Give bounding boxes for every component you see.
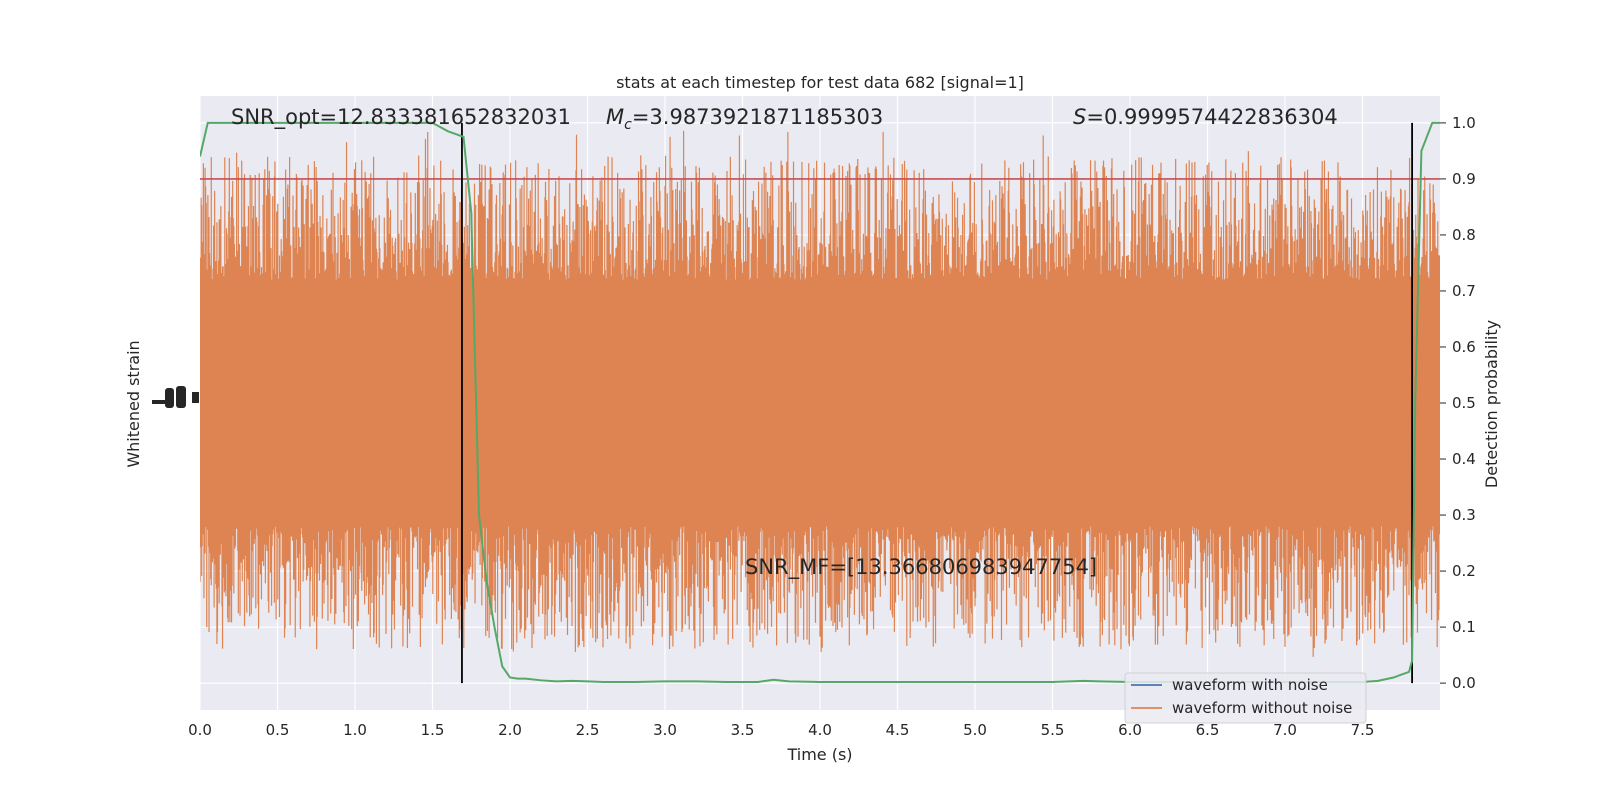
x-tick-label: 2.0 (498, 721, 522, 739)
x-tick-label: 2.5 (576, 721, 600, 739)
x-tick-label: 7.5 (1351, 721, 1375, 739)
x-tick-label: 0.5 (266, 721, 290, 739)
y-tick-label: 0.9 (1452, 170, 1476, 188)
x-tick-label: 1.5 (421, 721, 445, 739)
legend-label-without-noise: waveform without noise (1172, 699, 1352, 717)
y-tick-label: 0.8 (1452, 226, 1476, 244)
x-tick-label: 0.0 (188, 721, 212, 739)
y-tick-label: 0.1 (1452, 618, 1476, 636)
annotation-snr-opt: SNR_opt=12.833381652832031 (231, 105, 571, 130)
x-tick-label: 7.0 (1273, 721, 1297, 739)
x-tick-label: 5.5 (1041, 721, 1065, 739)
annotation-snr-mf: SNR_MF=[13.366806983947754] (745, 555, 1097, 580)
annotation-chirp-mass: Mc=3.9873921871185303 (606, 105, 883, 133)
x-tick-label: 1.0 (343, 721, 367, 739)
y-tick-label: 0.5 (1452, 394, 1476, 412)
x-tick-label: 6.5 (1196, 721, 1220, 739)
y-axis-left-tick-artifact (152, 386, 199, 408)
y-tick-label: 0.3 (1452, 506, 1476, 524)
legend-label-with-noise: waveform with noise (1172, 676, 1328, 694)
legend: waveform with noise waveform without noi… (1124, 672, 1367, 724)
legend-box (1124, 672, 1367, 724)
y-tick-label: 0.7 (1452, 282, 1476, 300)
y-tick-label: 0.6 (1452, 338, 1476, 356)
x-tick-label: 5.0 (963, 721, 987, 739)
y-tick-label: 1.0 (1452, 114, 1476, 132)
x-tick-label: 4.0 (808, 721, 832, 739)
y-tick-label: 0.4 (1452, 450, 1476, 468)
x-tick-label: 4.5 (886, 721, 910, 739)
x-tick-label: 6.0 (1118, 721, 1142, 739)
annotation-spin: S=0.9999574422836304 (1073, 105, 1338, 129)
x-tick-label: 3.5 (731, 721, 755, 739)
strain-spikes (200, 130, 1440, 657)
x-axis-ticks: 0.0 0.5 1.0 1.5 2.0 2.5 3.0 3.5 4.0 4.5 5.0 5.5 6.0 6… (188, 721, 1374, 739)
waveform-without-noise-series (200, 130, 1440, 657)
y-axis-left-label: Whitened strain (124, 340, 143, 467)
y-axis-right-ticks: 0.0 0.1 0.2 0.3 0.4 0.5 0.6 0.7 0.8 0.9 1.0 (1440, 114, 1476, 692)
chart-title: stats at each timestep for test data 682… (616, 73, 1024, 92)
y-tick-label: 0.2 (1452, 562, 1476, 580)
x-axis-label: Time (s) (786, 745, 852, 764)
y-axis-right-label: Detection probability (1482, 320, 1501, 488)
y-tick-label: 0.0 (1452, 674, 1476, 692)
x-tick-label: 3.0 (653, 721, 677, 739)
